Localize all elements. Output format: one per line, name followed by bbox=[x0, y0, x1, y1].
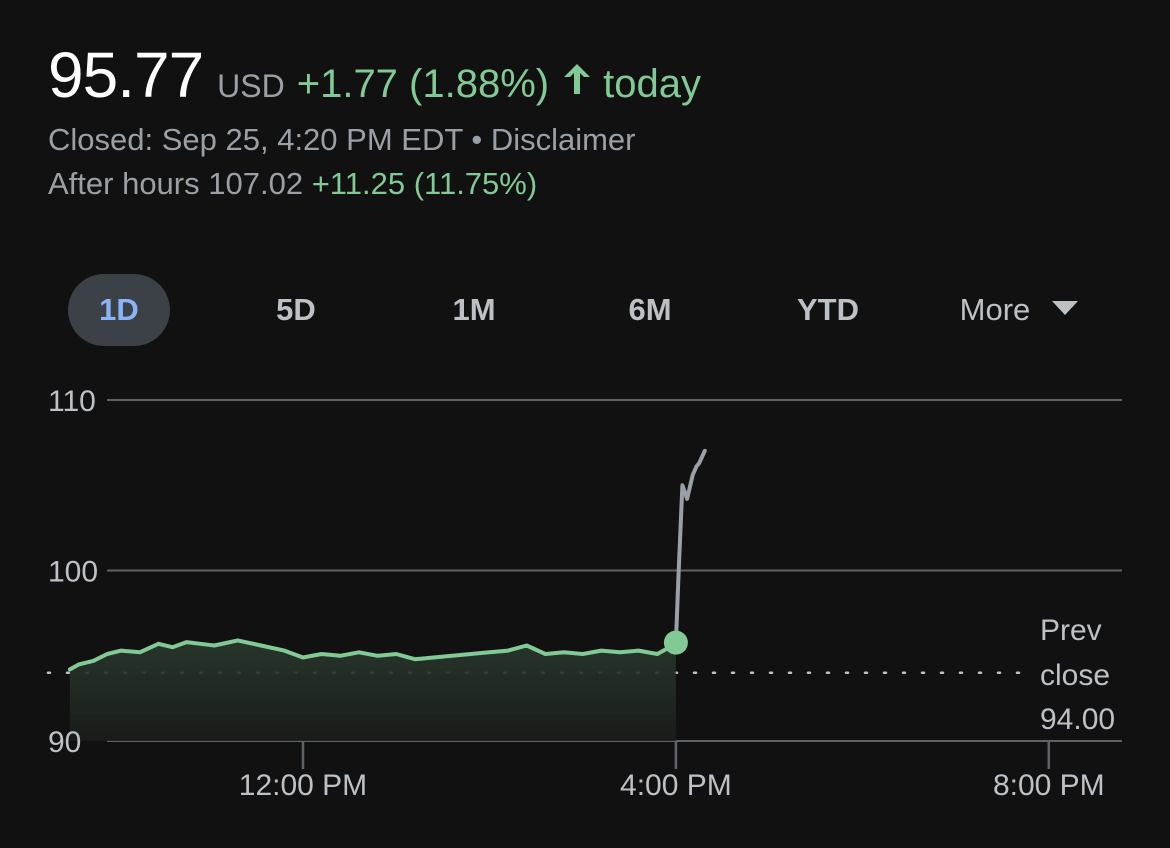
closed-status: Closed: Sep 25, 4:20 PM EDT bbox=[48, 122, 463, 157]
y-tick-label: 100 bbox=[48, 556, 98, 589]
currency-label: USD bbox=[217, 68, 285, 104]
regular-session-area bbox=[69, 640, 676, 741]
status-separator: • bbox=[471, 122, 483, 157]
x-tick-label: 8:00 PM bbox=[993, 769, 1105, 802]
tab-6m[interactable]: 6M bbox=[628, 292, 672, 327]
tab-more[interactable]: More bbox=[944, 274, 1094, 346]
after-hours-price: 107.02 bbox=[208, 166, 304, 201]
x-tick-label: 12:00 PM bbox=[239, 769, 367, 802]
prev-close-value: 94.00 bbox=[1040, 703, 1115, 736]
prev-close-label: Prev bbox=[1040, 614, 1102, 647]
after-hours-label: After hours bbox=[48, 166, 200, 201]
y-tick-label: 90 bbox=[48, 726, 81, 759]
x-tick-label: 4:00 PM bbox=[620, 769, 732, 802]
prev-close-label: close bbox=[1040, 659, 1110, 692]
after-hours-change: +11.25 (11.75%) bbox=[311, 166, 538, 201]
tab-ytd[interactable]: YTD bbox=[797, 292, 859, 327]
current-price: 95.77 bbox=[48, 39, 204, 111]
price-change: +1.77 (1.88%) bbox=[296, 62, 550, 106]
quote-header: 95.77 USD +1.77 (1.88%) today Closed: Se… bbox=[48, 38, 1128, 202]
change-period: today bbox=[603, 62, 701, 106]
range-tabs: 1D 5D 1M 6M YTD More bbox=[0, 274, 1170, 346]
tab-1d[interactable]: 1D bbox=[68, 274, 170, 346]
tab-1m[interactable]: 1M bbox=[452, 292, 496, 327]
close-marker-dot bbox=[663, 630, 688, 655]
disclaimer-link[interactable]: Disclaimer bbox=[490, 122, 636, 157]
y-tick-label: 110 bbox=[48, 385, 96, 418]
more-label: More bbox=[959, 292, 1031, 327]
after-hours-line: After hours 107.02 +11.25 (11.75%) bbox=[48, 166, 1128, 202]
arrow-up-icon bbox=[564, 64, 591, 94]
price-line: 95.77 USD +1.77 (1.88%) today bbox=[48, 38, 1128, 112]
market-status: Closed: Sep 25, 4:20 PM EDT • Disclaimer bbox=[48, 122, 1128, 158]
caret-down-icon bbox=[1052, 301, 1079, 315]
regular-session-line bbox=[67, 638, 678, 672]
after-hours-line bbox=[673, 448, 707, 645]
tab-5d[interactable]: 5D bbox=[276, 292, 316, 327]
